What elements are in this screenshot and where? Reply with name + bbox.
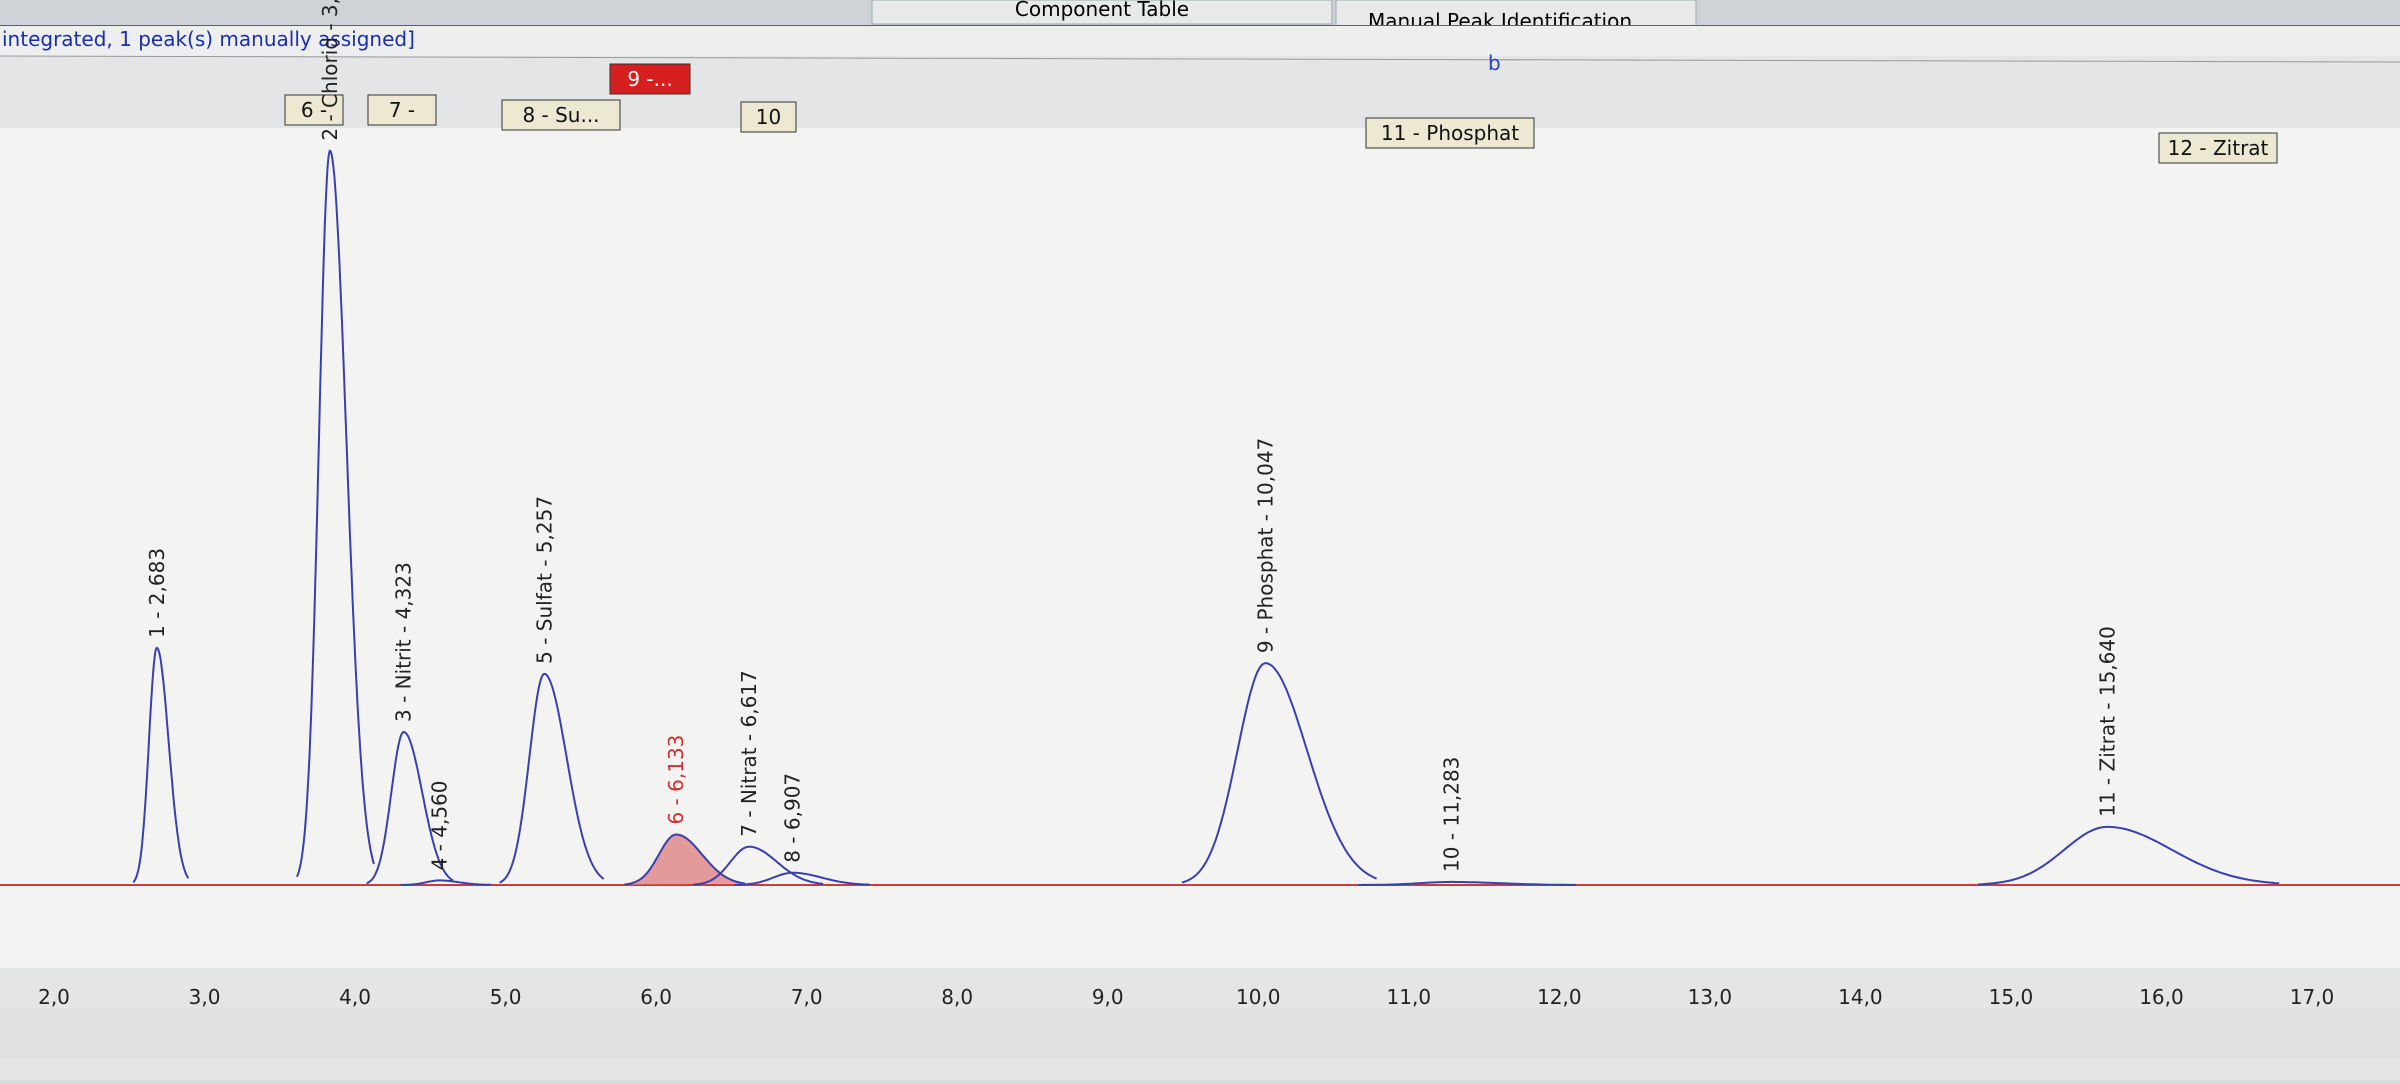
peak-area xyxy=(624,834,745,885)
peak xyxy=(132,646,190,884)
peak-label: 4 - 4,560 xyxy=(427,780,451,870)
x-tick-label: 2,0 xyxy=(38,985,70,1009)
separator xyxy=(0,55,2400,63)
peak-box-label[interactable]: 9 -... xyxy=(627,67,672,91)
x-tick-label: 14,0 xyxy=(1838,985,1883,1009)
peak xyxy=(734,871,870,886)
peak-box-label[interactable]: 8 - Su... xyxy=(522,103,599,127)
peak-box-label[interactable]: 10 xyxy=(756,105,781,129)
x-tick-label: 15,0 xyxy=(1989,985,2034,1009)
peak-box-label[interactable]: 7 - xyxy=(389,98,415,122)
peak xyxy=(366,730,454,885)
x-tick-label: 7,0 xyxy=(791,985,823,1009)
peak-label: 9 - Phosphat - 10,047 xyxy=(1253,438,1277,653)
x-tick-label: 5,0 xyxy=(490,985,522,1009)
peak-box[interactable] xyxy=(284,94,344,126)
peak-box-label[interactable]: 12 - Zitrat xyxy=(2168,136,2269,160)
peak xyxy=(624,833,746,886)
tab-label[interactable]: Component Table xyxy=(1015,0,1189,21)
status-text: integrated, 1 peak(s) manually assigned] xyxy=(2,27,415,51)
peak-box-label[interactable]: 6 - xyxy=(301,98,327,122)
x-tick-label: 11,0 xyxy=(1387,985,1432,1009)
peak-boxes: 6 - 7 - 8 - Su... 9 -... 10 11 - Phosphat 12 -… xyxy=(284,63,2278,164)
x-tick-label: 9,0 xyxy=(1092,985,1124,1009)
peak-label: 3 - Nitrit - 4,323 xyxy=(392,562,416,722)
peak xyxy=(499,672,605,884)
peak xyxy=(1181,662,1378,884)
peak-label: 7 - Nitrat - 6,617 xyxy=(737,670,761,837)
x-tick-label: 3,0 xyxy=(189,985,221,1009)
x-tick-label: 4,0 xyxy=(339,985,371,1009)
peak-box[interactable] xyxy=(2158,132,2278,164)
x-tick-label: 12,0 xyxy=(1537,985,1582,1009)
x-tick-label: 17,0 xyxy=(2290,985,2335,1009)
peak xyxy=(400,879,492,886)
x-tick-label: 10,0 xyxy=(1236,985,1281,1009)
peak-box[interactable] xyxy=(1365,117,1535,149)
peak xyxy=(296,149,375,878)
peak-label: 11 - Zitrat - 15,640 xyxy=(2095,626,2119,817)
x-tick-label: 16,0 xyxy=(2139,985,2184,1009)
peak-label: 5 - Sulfat - 5,257 xyxy=(532,496,556,664)
peak-label: 6 - 6,133 xyxy=(664,735,688,825)
axis-bar xyxy=(0,1008,2400,1058)
marker: b xyxy=(1488,51,1501,75)
x-tick-label: 6,0 xyxy=(640,985,672,1009)
plot-area xyxy=(0,128,2400,968)
peak-box[interactable] xyxy=(740,101,797,133)
peak xyxy=(1357,880,1577,886)
peak-box[interactable] xyxy=(609,63,691,95)
peak-box-label[interactable]: 11 - Phosphat xyxy=(1381,121,1519,145)
peak-label: 8 - 6,907 xyxy=(781,773,805,863)
tab[interactable] xyxy=(871,0,1333,25)
peak-box[interactable] xyxy=(367,94,437,126)
peak xyxy=(1978,825,2280,886)
peak-box[interactable] xyxy=(501,99,621,131)
peak xyxy=(693,845,824,886)
status-bar xyxy=(0,26,2400,56)
x-tick-label: 8,0 xyxy=(941,985,973,1009)
peak-label: 2 - Chlorid - 3,833 xyxy=(318,0,342,141)
x-tick-label: 13,0 xyxy=(1688,985,1733,1009)
peak-label: 1 - 2,683 xyxy=(145,548,169,638)
chromatogram: 2,0 3,0 4,0 5,0 6,0 7,0 8,0 9,0 10,0 11,0 12,0 13,0… xyxy=(0,0,2400,1020)
peak-label: 10 - 11,283 xyxy=(1439,757,1463,872)
